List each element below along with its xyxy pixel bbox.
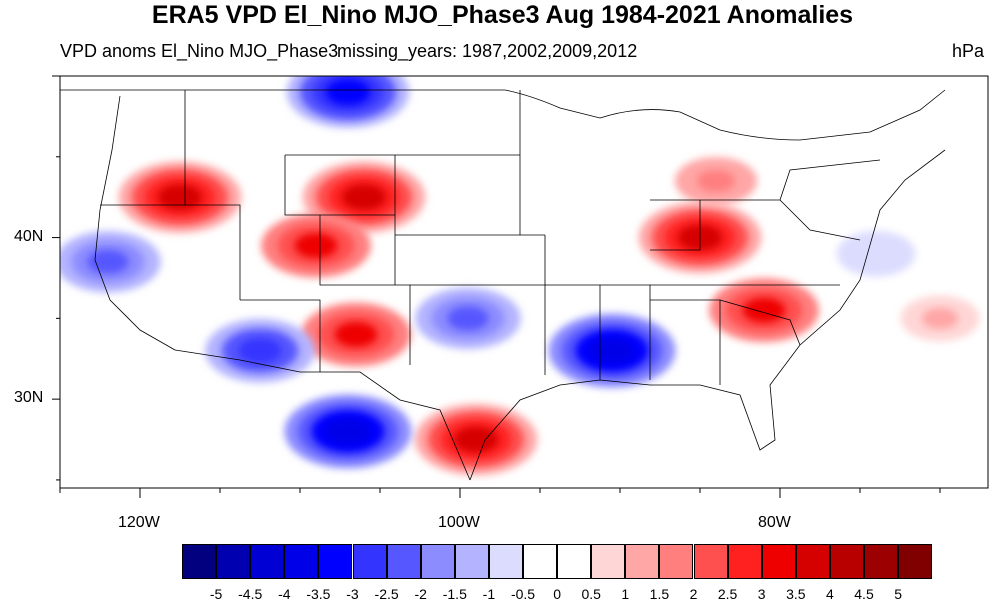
lon-label: 120W (118, 514, 160, 531)
colorbar-label: 3.5 (786, 586, 806, 602)
colorbar-swatch (250, 544, 285, 579)
california-negative (87, 249, 129, 274)
colorbar-label: -4.5 (238, 586, 263, 602)
state-line (650, 199, 701, 251)
colorbar-label: 4.5 (854, 586, 874, 602)
colorbar-swatch (864, 544, 898, 579)
state-line (544, 235, 651, 380)
subtitle-missing-years: missing_years: 1987,2002,2009,2012 (337, 41, 638, 61)
arizona-negative (238, 338, 282, 364)
colorbar-swatch (829, 544, 864, 579)
colorbar-label: -3 (346, 586, 359, 602)
colorbar-label: -4 (278, 586, 291, 602)
mexico-border (174, 349, 471, 481)
state-line (700, 199, 861, 241)
colorbar-swatch (727, 544, 762, 579)
state-line (284, 155, 395, 216)
colorbar-swatch (523, 544, 557, 579)
colorbar-swatch (216, 544, 251, 579)
colorbar-swatch (625, 544, 660, 579)
colorbar-swatch (386, 544, 421, 579)
state-line (184, 90, 241, 300)
carolina-positive (742, 297, 786, 323)
colorbar-swatch (182, 544, 216, 579)
colorbar-label: 0 (553, 586, 561, 602)
lon-label: 80W (758, 514, 791, 531)
colorbar-swatch (898, 544, 933, 579)
map-frame (59, 75, 989, 489)
subtitle-left: VPD anoms El_Nino MJO_Phase3 (60, 41, 339, 61)
colorbar-label: 1 (621, 586, 630, 602)
colorbar-label: -2 (414, 586, 427, 602)
lon-label: 100W (438, 514, 480, 531)
northern-border (60, 89, 946, 141)
colorbar-label: -3.5 (306, 586, 331, 602)
colorbar-swatch (284, 544, 319, 579)
colorbar-swatch (795, 544, 830, 579)
colorbar-swatch (488, 544, 523, 579)
colorbar-swatch (557, 544, 592, 579)
colorbar-swatch (693, 544, 728, 579)
state-line (719, 299, 801, 346)
colorbar-label: 4 (825, 586, 834, 602)
mexico-negative (324, 418, 372, 445)
northwest-positive (157, 184, 203, 211)
texas-positive (453, 426, 499, 453)
state-boundaries (60, 89, 946, 481)
state-line (240, 299, 321, 372)
colorbar-swatch (318, 544, 353, 579)
colorbar-label: -0.5 (510, 586, 536, 602)
mississippi-negative (588, 337, 636, 365)
colorbar-swatch (420, 544, 455, 579)
colorbar-label: -1 (482, 586, 496, 602)
pacific-coast (94, 95, 176, 351)
colorbar-swatch (659, 544, 694, 579)
montana-negative (325, 79, 371, 106)
colorbar-swatch (591, 544, 626, 579)
colorbar-label: 5 (894, 586, 902, 602)
colorbar-label: 3 (757, 586, 766, 602)
axis-ticks (52, 75, 941, 498)
state-line (319, 215, 411, 365)
gulf-atlantic-coast (469, 149, 946, 481)
state-line (779, 159, 881, 201)
colorbar-swatch (352, 544, 387, 579)
new-mexico-positive (334, 322, 378, 347)
units-label: hPa (952, 41, 985, 61)
atlantic-positive (921, 307, 959, 329)
colorbar-label: -2.5 (374, 586, 399, 602)
colorbar-swatch (761, 544, 796, 579)
wyoming-positive (341, 184, 387, 211)
figure-title: ERA5 VPD El_Nino MJO_Phase3 Aug 1984-202… (151, 1, 854, 29)
colorbar-label: 0.5 (581, 586, 601, 602)
oklahoma-negative (447, 306, 489, 331)
colorbar-label: 1.5 (649, 586, 670, 602)
anomaly-field (60, 76, 980, 476)
colorbar-label: -1.5 (442, 586, 467, 602)
lat-label: 30N (14, 389, 44, 407)
colorado-positive (294, 233, 338, 259)
colorbar-label: 2 (689, 586, 698, 602)
great-lakes-positive (697, 169, 735, 193)
colorbar-swatch (454, 544, 489, 579)
atlantic-negative (857, 243, 895, 265)
colorbar-label: 2.5 (717, 586, 738, 602)
colorbar-label: -5 (209, 586, 223, 602)
lat-label: 40N (14, 227, 44, 245)
